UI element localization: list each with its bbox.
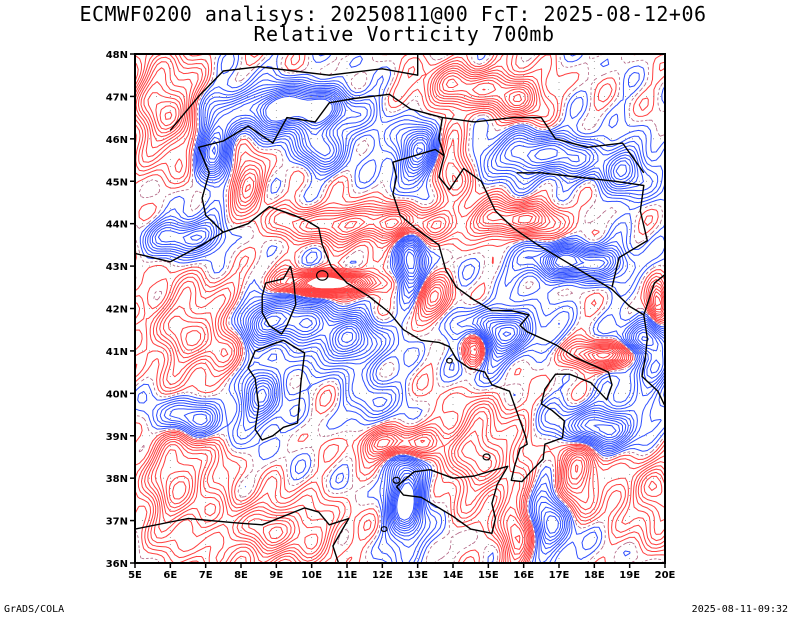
map-subtitle: Relative Vorticity 700mb	[253, 22, 555, 46]
lon-tick-label: 18E	[584, 570, 605, 581]
lon-tick-label: 19E	[619, 570, 640, 581]
lon-tick-label: 16E	[513, 570, 534, 581]
lat-tick-label: 43N	[106, 262, 128, 273]
lon-tick-label: 12E	[372, 570, 393, 581]
footer-credit: GrADS/COLA	[4, 604, 65, 615]
lat-tick-label: 37N	[106, 517, 128, 528]
lon-tick-label: 5E	[128, 570, 142, 581]
lat-tick-label: 41N	[106, 347, 128, 358]
lon-tick-label: 14E	[443, 570, 464, 581]
lat-tick-label: 38N	[106, 474, 128, 485]
lat-tick-label: 40N	[106, 389, 128, 400]
lon-tick-label: 9E	[269, 570, 283, 581]
lat-tick-label: 48N	[106, 50, 128, 61]
lon-tick-label: 7E	[199, 570, 213, 581]
vorticity-contours	[135, 54, 665, 563]
lon-tick-label: 13E	[407, 570, 428, 581]
lat-tick-label: 39N	[106, 432, 128, 443]
lon-tick-label: 8E	[234, 570, 248, 581]
lat-tick-label: 42N	[106, 305, 128, 316]
lat-tick-label: 47N	[106, 92, 128, 103]
lon-tick-label: 17E	[549, 570, 570, 581]
coastlines	[135, 54, 665, 563]
lat-tick-label: 46N	[106, 135, 128, 146]
map-title: ECMWF0200 analisys: 20250811@00 FcT: 202…	[79, 2, 707, 26]
lon-tick-label: 11E	[337, 570, 358, 581]
lat-tick-label: 44N	[106, 220, 128, 231]
lat-tick-label: 45N	[106, 177, 128, 188]
lon-tick-label: 20E	[655, 570, 676, 581]
lon-tick-label: 6E	[163, 570, 177, 581]
longitude-axis: 5E 6E 7E 8E 9E 10E 11E 12E 13E 14E 15E 16E 17E 18E 19E…	[128, 563, 676, 581]
lat-lon-grid	[135, 54, 665, 563]
footer-timestamp: 2025-08-11-09:32	[691, 604, 788, 615]
latitude-axis: 36N 37N 38N 39N 40N 41N 42N 43N 44N 45N 46N 47N 48N	[106, 50, 135, 570]
lat-tick-label: 36N	[106, 559, 128, 570]
lon-tick-label: 15E	[478, 570, 499, 581]
lon-tick-label: 10E	[301, 570, 322, 581]
